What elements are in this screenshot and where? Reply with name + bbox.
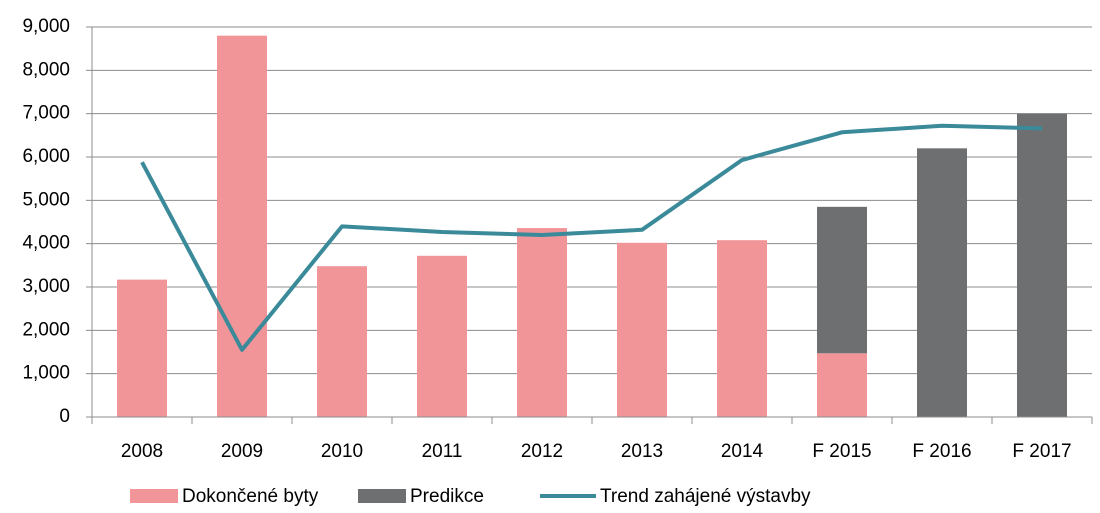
line (140, 123, 1043, 352)
y-tick-label: 1,000 (22, 363, 70, 384)
y-tick-label: 4,000 (22, 233, 70, 254)
y-tick-label: 8,000 (22, 59, 70, 80)
bar (617, 242, 667, 417)
x-tick-label: F 2015 (812, 441, 871, 462)
x-tick-label: 2009 (221, 441, 263, 462)
y-tick-label: 0 (59, 406, 70, 427)
x-tick-label: 2013 (621, 441, 663, 462)
legend-label: Dokončené byty (182, 486, 319, 507)
x-tick-label: F 2016 (912, 441, 971, 462)
x-tick-label: 2010 (321, 441, 363, 462)
legend-swatch (358, 489, 406, 503)
bar (417, 255, 467, 417)
legend-label: Predikce (410, 486, 484, 507)
bar (317, 266, 367, 417)
x-tick-label: 2012 (521, 441, 563, 462)
bar (1017, 113, 1067, 418)
y-tick-label: 9,000 (22, 16, 70, 37)
y-tick-label: 5,000 (22, 189, 70, 210)
x-tick-label: 2014 (721, 441, 764, 462)
legend-swatch (130, 489, 178, 503)
x-tick-label: F 2017 (1012, 441, 1071, 462)
x-tick-label: 2008 (121, 441, 163, 462)
legend-label: Trend zahájené výstavby (600, 486, 811, 507)
y-tick-label: 6,000 (22, 146, 70, 167)
bar (217, 35, 267, 418)
bar (117, 279, 167, 417)
y-tick-label: 7,000 (22, 103, 70, 124)
bar (817, 353, 867, 417)
bar (517, 228, 567, 417)
y-tick-label: 3,000 (22, 276, 70, 297)
bar (717, 240, 767, 417)
y-tick-label: 2,000 (22, 319, 70, 340)
bar (917, 148, 967, 418)
bar (817, 206, 867, 354)
x-tick-label: 2011 (422, 441, 463, 462)
